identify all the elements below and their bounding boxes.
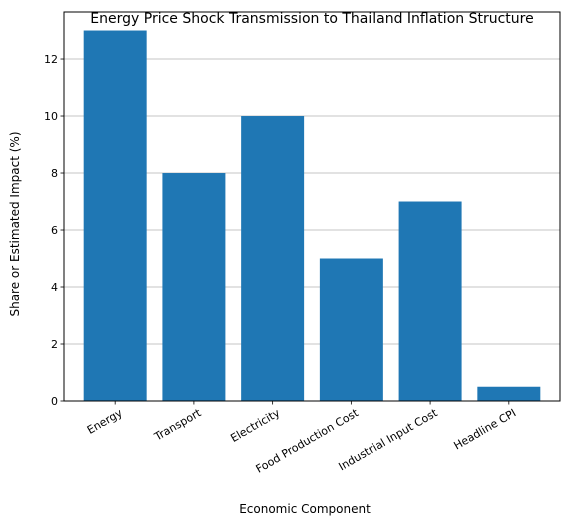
bar-food-production-cost	[319, 258, 383, 401]
y-axis-label: Share or Estimated Impact (%)	[8, 131, 22, 316]
x-tick-label: Electricity	[228, 406, 282, 445]
bar-transport	[162, 173, 226, 401]
bar-industrial-input-cost	[398, 201, 462, 401]
y-tick-label: 6	[51, 224, 58, 237]
x-tick-label: Headline CPI	[451, 406, 518, 452]
x-axis-label: Economic Component	[239, 502, 371, 516]
y-tick-label: 10	[44, 110, 58, 123]
plot-frame	[63, 11, 561, 402]
y-tick-label: 2	[51, 338, 58, 351]
chart-title: Energy Price Shock Transmission to Thail…	[90, 11, 533, 27]
bar-layer	[83, 30, 541, 402]
y-tick-label: 4	[51, 281, 58, 294]
y-axis: 0 2 4 6 8 10 12	[44, 53, 64, 408]
x-tick-label: Transport	[151, 406, 204, 444]
y-tick-label: 0	[51, 395, 58, 408]
y-tick-label: 12	[44, 53, 58, 66]
bar-headline-cpi	[477, 386, 541, 401]
y-tick-label: 8	[51, 167, 58, 180]
bar-energy	[83, 30, 147, 402]
bar-electricity	[241, 116, 305, 402]
x-tick-label: Energy	[85, 406, 125, 437]
